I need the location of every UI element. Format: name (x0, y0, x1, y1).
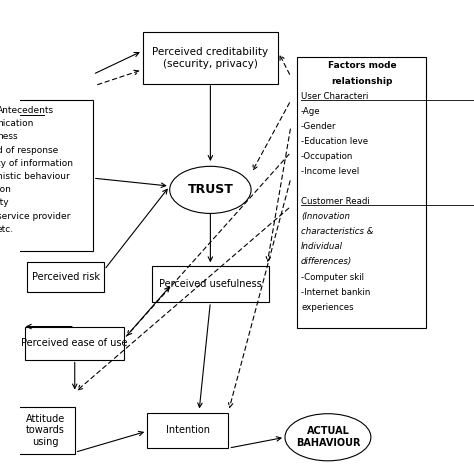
FancyBboxPatch shape (147, 412, 228, 448)
Text: service provider: service provider (0, 211, 70, 220)
Text: Antecedents: Antecedents (0, 106, 54, 115)
Text: Attitude
towards
using: Attitude towards using (26, 414, 65, 447)
Text: etc.: etc. (0, 225, 14, 234)
Text: ACTUAL
BAHAVIOUR: ACTUAL BAHAVIOUR (296, 427, 360, 448)
FancyBboxPatch shape (25, 327, 125, 359)
Ellipse shape (285, 414, 371, 461)
FancyBboxPatch shape (0, 100, 93, 251)
Text: TRUST: TRUST (187, 183, 233, 196)
Text: Perceived usefulness: Perceived usefulness (159, 279, 262, 289)
Text: ty of information: ty of information (0, 159, 73, 168)
Text: experiences: experiences (301, 303, 354, 312)
Text: ion: ion (0, 185, 11, 194)
Text: Intention: Intention (166, 425, 210, 435)
Text: User Characteri: User Characteri (301, 91, 368, 100)
Text: -Occupation: -Occupation (301, 152, 354, 161)
Text: differences): differences) (301, 257, 352, 266)
Text: d of response: d of response (0, 146, 58, 155)
FancyBboxPatch shape (27, 262, 104, 292)
Text: nication: nication (0, 119, 33, 128)
Text: Individual: Individual (301, 242, 343, 251)
Text: ness: ness (0, 132, 18, 141)
Text: -Gender: -Gender (301, 122, 337, 131)
FancyBboxPatch shape (16, 407, 75, 454)
Text: characteristics &: characteristics & (301, 228, 374, 237)
FancyBboxPatch shape (143, 32, 278, 84)
Text: Perceived ease of use: Perceived ease of use (21, 338, 128, 348)
Text: (Innovation: (Innovation (301, 212, 350, 221)
Ellipse shape (170, 166, 251, 213)
Text: -Computer skil: -Computer skil (301, 273, 364, 282)
FancyBboxPatch shape (297, 57, 426, 328)
Text: -Age: -Age (301, 107, 320, 116)
Text: Customer Readi: Customer Readi (301, 197, 370, 206)
FancyBboxPatch shape (152, 266, 269, 302)
Text: -Internet bankin: -Internet bankin (301, 288, 370, 297)
Text: Perceived creditability
(security, privacy): Perceived creditability (security, priva… (152, 47, 268, 69)
Text: Perceived risk: Perceived risk (32, 272, 100, 282)
Text: ity: ity (0, 198, 9, 207)
Text: nistic behaviour: nistic behaviour (0, 172, 70, 181)
Text: relationship: relationship (331, 76, 392, 85)
Text: -Education leve: -Education leve (301, 137, 368, 146)
Text: -Income level: -Income level (301, 167, 359, 176)
Text: Factors mode: Factors mode (328, 62, 396, 71)
